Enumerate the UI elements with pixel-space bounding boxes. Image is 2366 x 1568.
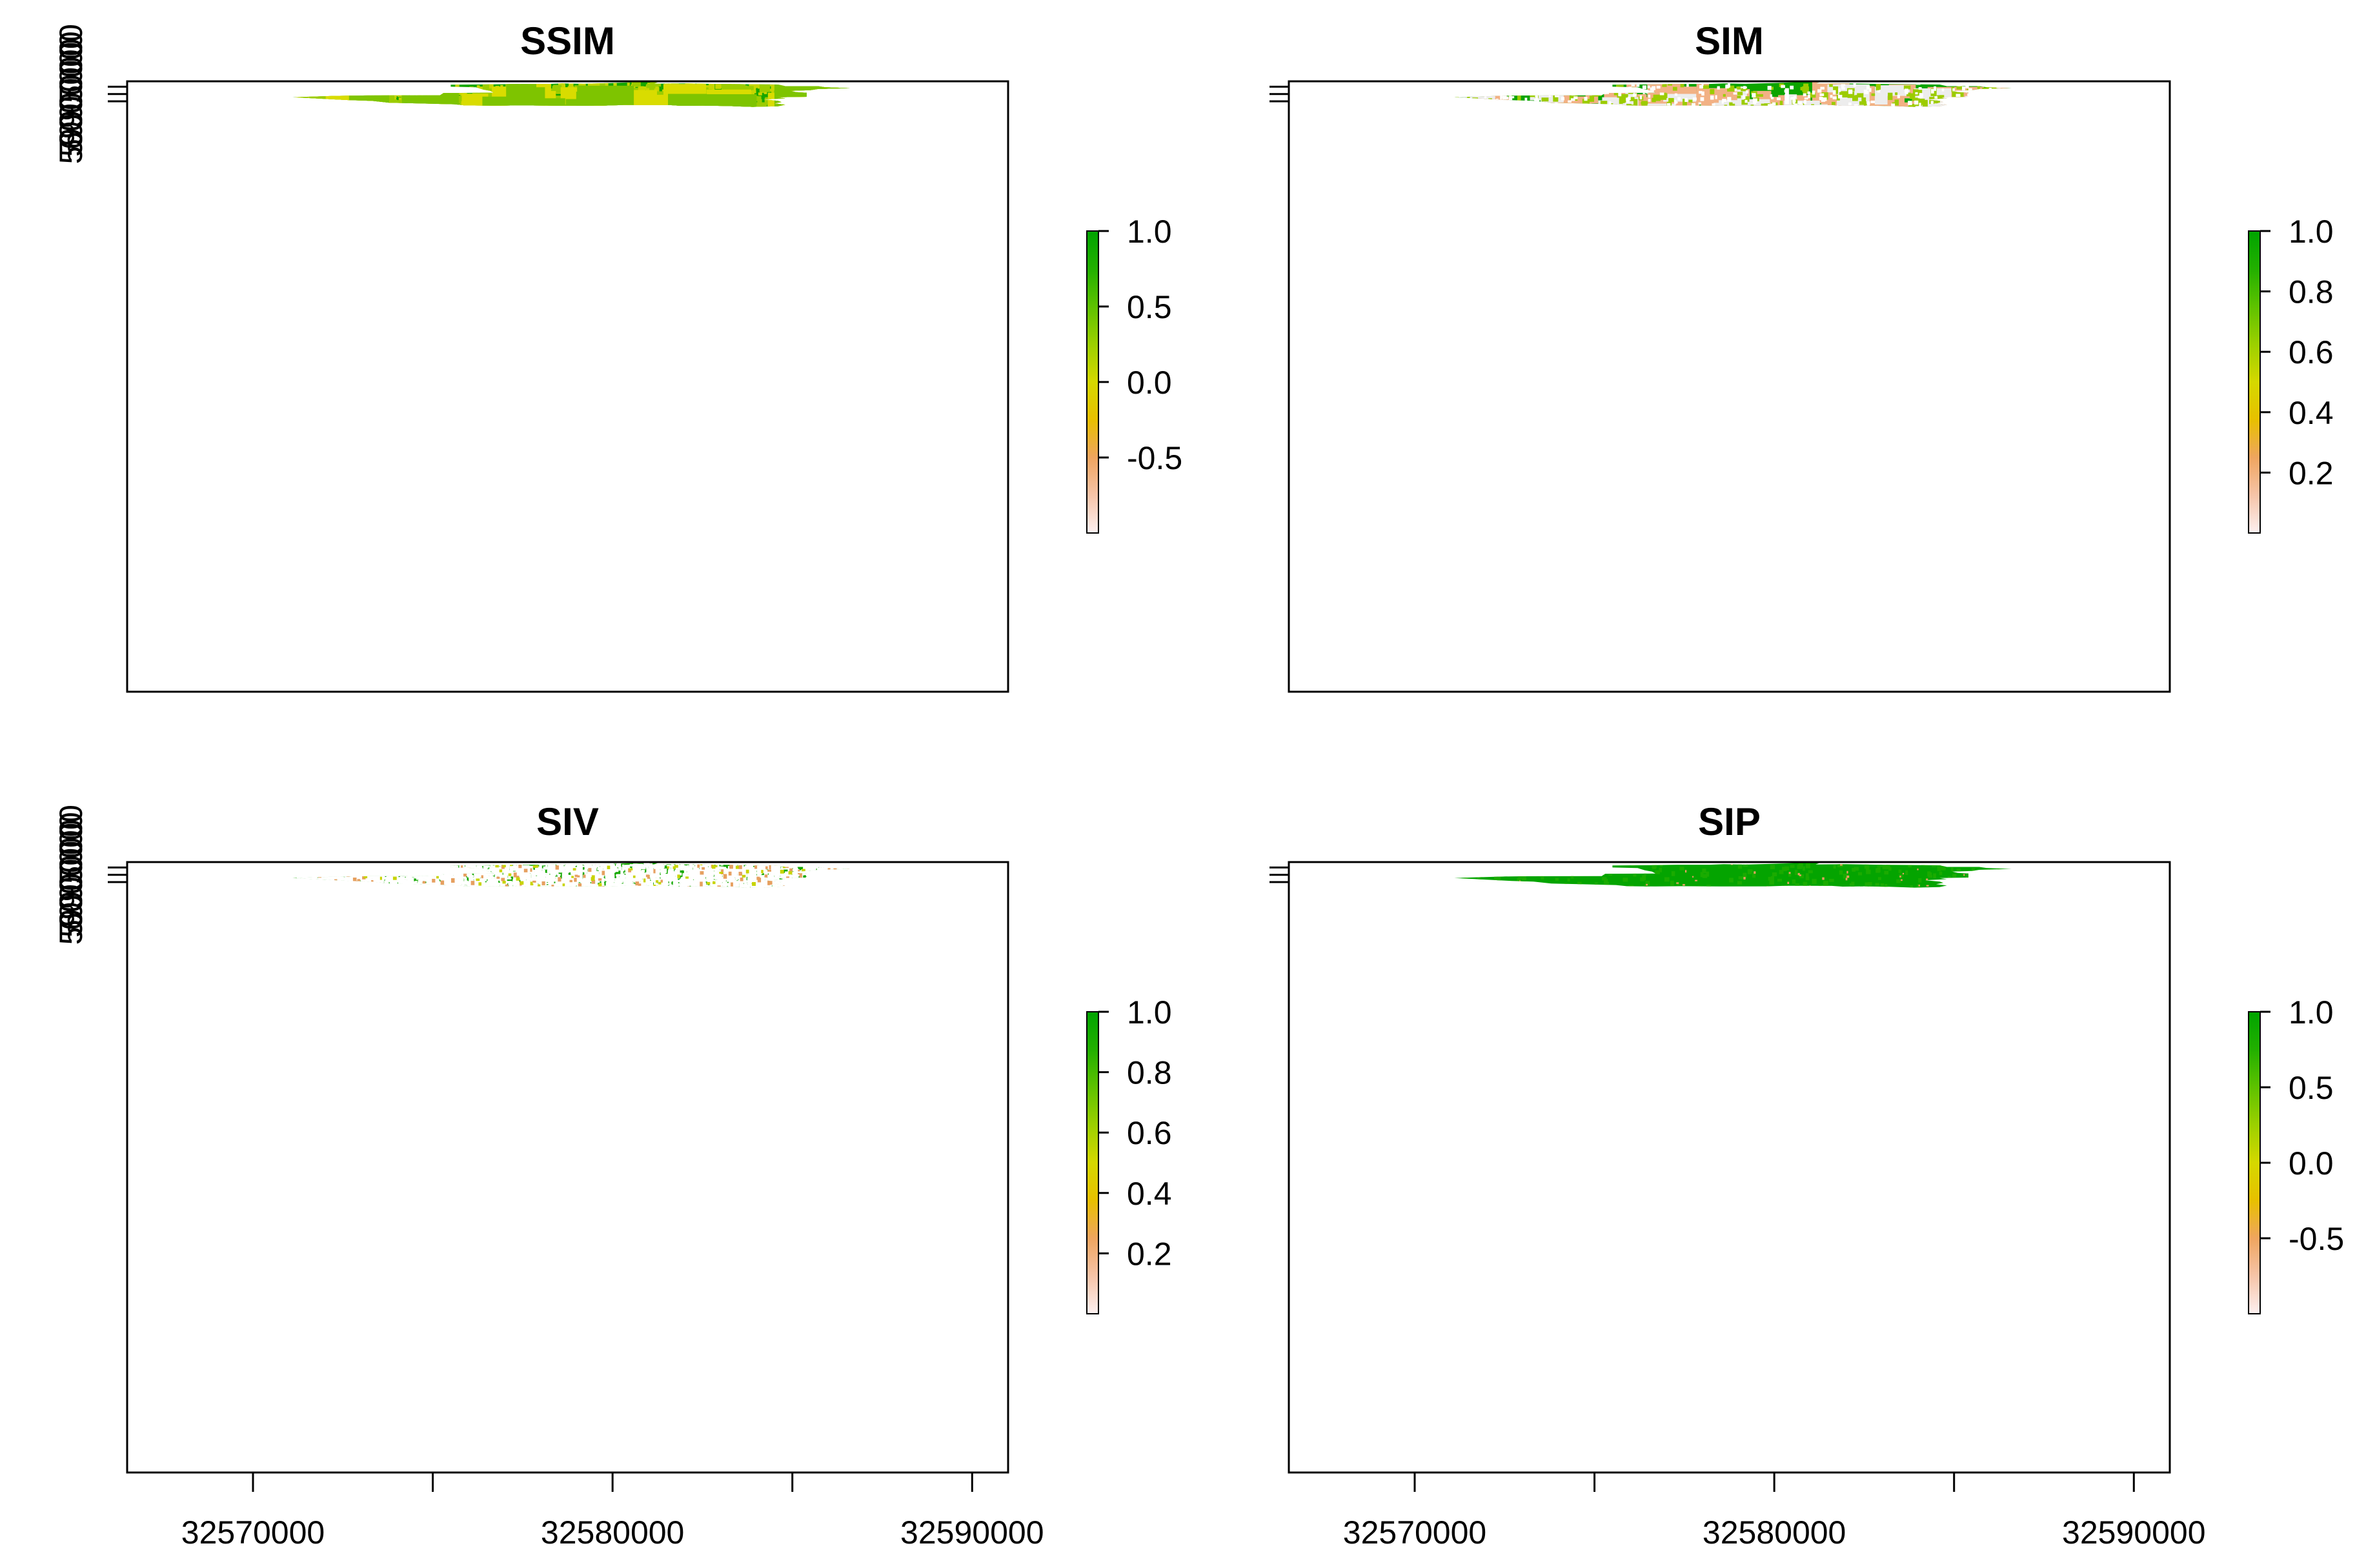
y-tick-label: 5995000 (53, 31, 89, 157)
legend-colorbar (2248, 230, 2261, 534)
legend-tick-label: -0.5 (1127, 440, 1182, 476)
plot-frame (1288, 861, 2171, 1474)
legend-colorbar (1086, 1011, 1099, 1314)
legend-tick-label: 1.0 (1127, 214, 1172, 250)
legend-tick-label: 0.6 (1127, 1115, 1172, 1151)
x-tick-label: 32580000 (1703, 1514, 1846, 1551)
panel-title: SIV (536, 800, 599, 843)
map-area (1454, 862, 2012, 888)
legend-tick-label: 0.2 (2289, 455, 2334, 491)
plot-frame (1288, 80, 2171, 693)
x-tick-label: 32590000 (900, 1514, 1044, 1551)
legend-tick-label: 0.2 (1127, 1236, 1172, 1272)
panel-title: SIM (1695, 19, 1764, 63)
legend-tick-label: -0.5 (2289, 1221, 2344, 1257)
x-tick-label: 32590000 (2062, 1514, 2205, 1551)
legend-tick-label: 1.0 (1127, 994, 1172, 1030)
map-texture (292, 862, 850, 888)
map-texture (292, 81, 850, 107)
legend-tick-label: 0.5 (1127, 289, 1172, 325)
legend-tick-label: 0.0 (1127, 365, 1172, 401)
legend-colorbar (2248, 1011, 2261, 1314)
x-tick-label: 32570000 (181, 1514, 325, 1551)
panel-sip: SIP 32570000 32580000 32590000 1.0 0.5 0.0 -0.5 (1269, 800, 2344, 1551)
legend-tick-label: 0.8 (2289, 274, 2334, 310)
y-tick-label: 6000000 (53, 805, 89, 930)
panel-title: SIP (1698, 800, 1761, 843)
legend-tick-label: 0.8 (1127, 1055, 1172, 1091)
x-tick-label: 32580000 (541, 1514, 684, 1551)
map-texture (1455, 81, 2012, 107)
legend-colorbar (1086, 230, 1099, 534)
plot-frame (126, 80, 1009, 693)
y-tick-label: 5990000 (53, 39, 89, 165)
legend-tick-label: 0.4 (2289, 395, 2334, 431)
legend-tick-label: 0.4 (1127, 1176, 1172, 1212)
legend-tick-label: 0.6 (2289, 334, 2334, 370)
y-tick-label: 5990000 (53, 819, 89, 945)
legend-tick-label: 1.0 (2289, 994, 2334, 1030)
panel-title: SSIM (520, 19, 615, 63)
plot-frame (126, 861, 1009, 1474)
legend-tick-label: 0.5 (2289, 1070, 2334, 1106)
y-tick-label: 5995000 (53, 812, 89, 938)
panel-sim: SIM 1.0 0.8 0.6 0.4 0.2 (1269, 19, 2334, 693)
y-tick-label: 6000000 (53, 24, 89, 150)
legend-tick-label: 0.0 (2289, 1145, 2334, 1181)
x-tick-label: 32570000 (1343, 1514, 1486, 1551)
legend-tick-label: 1.0 (2289, 214, 2334, 250)
